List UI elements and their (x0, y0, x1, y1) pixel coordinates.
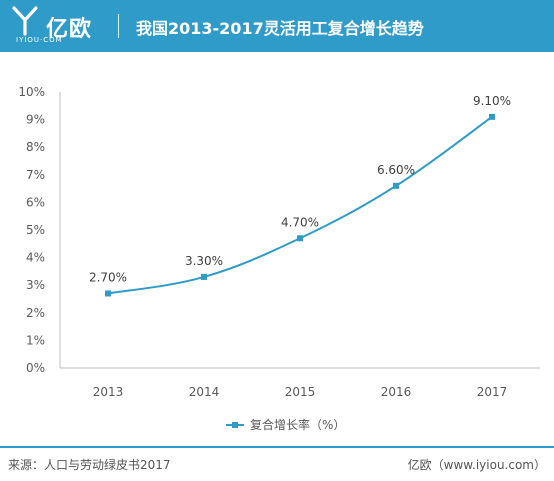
x-tick-label: 2016 (381, 385, 412, 399)
x-tick-label: 2013 (93, 385, 124, 399)
data-point (297, 235, 303, 242)
data-label: 2.70% (89, 270, 127, 284)
data-label: 3.30% (185, 254, 223, 268)
y-tick-label: 8% (26, 140, 45, 154)
y-tick-label: 0% (26, 361, 45, 375)
legend-marker-icon (232, 422, 238, 428)
x-tick-label: 2015 (285, 385, 316, 399)
y-tick-label: 7% (26, 168, 45, 182)
logo-subtext: IYIOU·COM (16, 36, 63, 44)
data-point (201, 273, 207, 280)
page-title: 我国2013-2017灵活用工复合增长趋势 (136, 19, 424, 38)
y-tick-label: 9% (26, 113, 45, 127)
data-point (105, 290, 111, 297)
logo-text: 亿欧 (46, 17, 93, 42)
line-chart: 0% 1% 2% 3% 4% 5% 6% 7% 8% 9% 10% 2013 2014 2015 2016 2… (18, 85, 540, 432)
x-tick-label: 2017 (477, 385, 508, 399)
data-point (393, 182, 399, 189)
header-divider (118, 14, 119, 38)
series-line (107, 116, 493, 295)
footer-divider (0, 446, 554, 448)
y-tick-label: 1% (26, 333, 45, 347)
logo-mark-icon (12, 6, 38, 36)
data-point (489, 113, 495, 120)
brand-note: 亿欧（www.iyiou.com） (407, 458, 546, 472)
y-tick-label: 10% (18, 85, 45, 99)
header-banner: 亿欧 IYIOU·COM 我国2013-2017灵活用工复合增长趋势 (0, 0, 554, 52)
y-tick-label: 5% (26, 223, 45, 237)
logo: 亿欧 IYIOU·COM (12, 6, 104, 46)
data-label: 9.10% (473, 94, 511, 108)
y-tick-label: 4% (26, 251, 45, 265)
y-tick-label: 2% (26, 306, 45, 320)
source-note: 来源：人口与劳动绿皮书2017 (8, 458, 171, 472)
data-label: 4.70% (281, 215, 319, 229)
y-tick-label: 3% (26, 278, 45, 292)
y-tick-label: 6% (26, 195, 45, 209)
x-tick-label: 2014 (189, 385, 220, 399)
data-label: 6.60% (377, 163, 415, 177)
legend-label: 复合增长率（%） (250, 417, 345, 432)
